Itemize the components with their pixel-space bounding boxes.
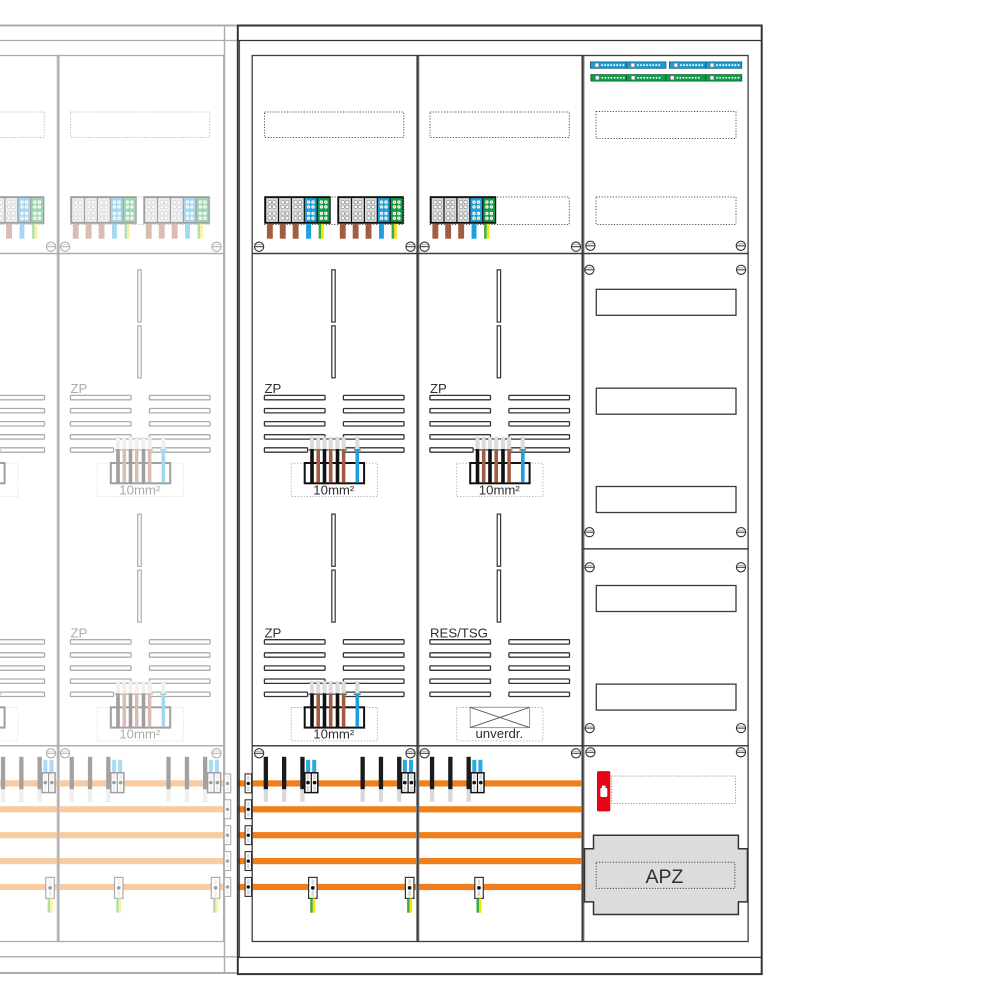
svg-text:APZ: APZ [646,866,684,888]
svg-text:ZP: ZP [265,381,282,396]
svg-text:ZP: ZP [71,625,88,640]
svg-text:10mm²: 10mm² [313,482,355,497]
svg-text:ZP: ZP [71,381,88,396]
svg-text:unverdr.: unverdr. [475,726,523,741]
svg-text:10mm²: 10mm² [313,727,355,742]
svg-text:ZP: ZP [430,381,447,396]
svg-text:RES/TSG: RES/TSG [430,625,488,640]
svg-text:10mm²: 10mm² [119,482,161,497]
svg-text:10mm²: 10mm² [479,482,521,497]
svg-text:10mm²: 10mm² [119,727,161,742]
svg-text:ZP: ZP [265,625,282,640]
